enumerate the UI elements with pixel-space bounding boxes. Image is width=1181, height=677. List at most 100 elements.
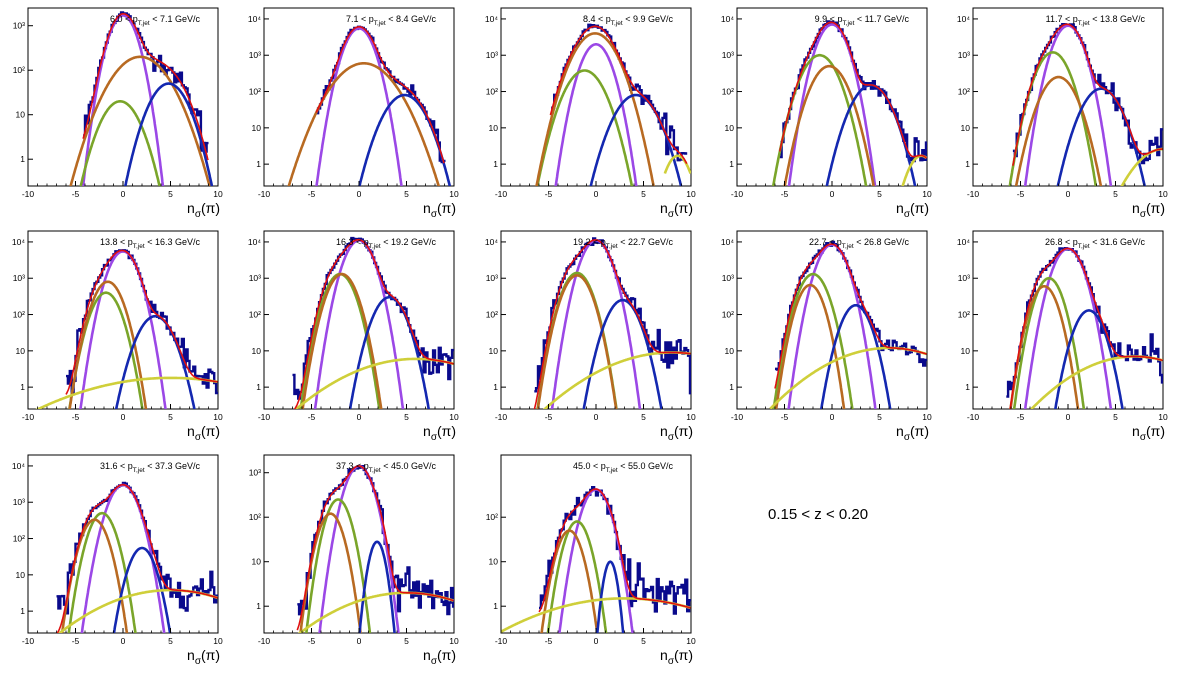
x-tick-label: 0 [121,189,126,199]
y-tick-label: 10 [489,557,499,567]
y-tick-label: 10 [252,346,262,356]
proton-fit-curve [774,283,846,409]
y-tick-label: 10⁴ [12,237,25,247]
electron-fit-curve [1054,309,1124,409]
y-tick-label: 10³ [722,273,734,283]
total-fit-curve [533,239,691,409]
x-axis-label: nσ(π) [896,423,929,443]
y-tick-label: 1 [493,159,498,169]
y-tick-label: 1 [20,382,25,392]
x-tick-label: 10 [686,189,696,199]
x-axis-label: nσ(π) [896,200,929,220]
plot-frame [263,454,455,634]
y-tick-label: 10⁴ [485,14,498,24]
total-fit-curve [82,13,209,161]
x-tick-label: 5 [404,412,409,422]
kaon-fit-curve [79,100,161,186]
total-fit-curve [293,239,454,409]
x-tick-label: 10 [686,412,696,422]
histogram-panel: -10 -5 0 5 10 1 10 10² 10³ 10⁴ 22.7 < pT,jet < 26.… [721,230,932,443]
x-tick-label: 0 [357,636,362,646]
x-tick-label: -5 [545,636,553,646]
x-tick-label: 5 [641,412,646,422]
x-axis-label: nσ(π) [187,647,220,667]
x-axis-label: nσ(π) [660,423,693,443]
electron-fit-curve [348,295,431,409]
pion-fit-curve [550,239,642,409]
x-tick-label: 10 [213,412,223,422]
histogram-panel: -10 -5 0 5 10 1 10 10² 10³ 10⁴ 26.8 < pT,jet < 31.… [957,230,1168,443]
x-tick-label: -10 [258,636,271,646]
total-fit-curve [315,26,445,164]
kaon-fit-curve [305,498,372,633]
histogram-panel: -10 -5 0 5 10 1 10 10² 10³ 10⁴ 8.4 < pT,jet < 9.9 … [485,7,696,220]
total-fit-curve [774,243,927,389]
panel-title: 37.3 < pT,jet < 45.0 GeV/c [336,461,436,474]
kaon-fit-curve [772,272,854,409]
y-tick-label: 10⁴ [12,461,25,471]
x-axis-label: nσ(π) [423,200,456,220]
total-fit-curve [1012,23,1163,166]
electron-fit-curve [358,540,396,633]
y-tick-label: 10 [16,110,26,120]
x-tick-label: -5 [72,412,80,422]
histogram-panel: -10 -5 0 5 10 1 10 10² 10³ 10⁴ 16.3 < pT,jet < 19.… [248,230,459,443]
y-tick-label: 10 [252,123,262,133]
x-tick-label: -5 [308,412,316,422]
kaon-fit-curve [546,520,608,633]
pion-fit-curve [787,23,877,186]
x-tick-label: 10 [449,412,459,422]
x-tick-label: 5 [1113,189,1118,199]
kaon-fit-curve [536,69,634,186]
x-tick-label: 5 [168,636,173,646]
plot-area [69,11,214,186]
y-tick-label: 10² [958,87,970,97]
plot-frame [500,230,692,410]
y-tick-label: 10² [249,310,261,320]
proton-fit-curve [301,272,383,409]
x-tick-label: -10 [495,412,508,422]
y-tick-label: 10³ [249,468,261,478]
plot-area [1006,247,1163,409]
x-axis-label: nσ(π) [1132,423,1165,443]
y-tick-label: 10³ [249,50,261,60]
y-tick-label: 10 [961,346,971,356]
plot-frame [263,7,455,187]
data-histogram [316,25,446,164]
y-tick-label: 1 [20,606,25,616]
plot-area [287,25,452,186]
z-range-label: 0.15 < z < 0.20 [768,506,869,523]
panel-title: 16.3 < pT,jet < 19.2 GeV/c [336,237,436,250]
panel-title: 9.9 < pT,jet < 11.7 GeV/c [815,14,910,27]
x-tick-label: 0 [1066,189,1071,199]
y-tick-label: 10² [249,512,261,522]
x-tick-label: -10 [22,189,35,199]
x-axis-label: nσ(π) [187,200,220,220]
kaon-fit-curve [67,511,137,633]
panel-title: 45.0 < pT,jet < 55.0 GeV/c [573,461,673,474]
panel-title: 7.1 < pT,jet < 8.4 GeV/c [346,14,436,27]
y-tick-label: 10 [252,557,262,567]
pion-fit-curve [787,243,877,409]
electron-fit-curve [820,304,892,409]
panel-title: 13.8 < pT,jet < 16.3 GeV/c [100,237,200,250]
x-tick-label: 5 [877,189,882,199]
y-tick-label: 10² [486,512,498,522]
x-tick-label: 5 [168,412,173,422]
x-tick-label: -5 [72,189,80,199]
y-tick-label: 1 [256,601,261,611]
plot-frame [972,7,1164,187]
electron-fit-curve [582,298,663,409]
x-tick-label: 10 [449,636,459,646]
y-tick-label: 1 [493,382,498,392]
total-fit-curve [56,483,218,633]
y-tick-label: 10 [725,346,735,356]
y-tick-label: 1 [256,159,261,169]
panel-title: 8.4 < pT,jet < 9.9 GeV/c [583,14,673,27]
x-tick-label: -5 [308,189,316,199]
proton-fit-curve [1014,75,1103,186]
background-fit-curve [1029,355,1163,409]
histogram-panel: -10 -5 0 5 10 1 10 10² 10³ 6.0 < pT,jet < 7.1 GeV… [13,7,223,220]
y-tick-label: 10³ [13,21,25,31]
y-tick-label: 10⁴ [721,237,734,247]
